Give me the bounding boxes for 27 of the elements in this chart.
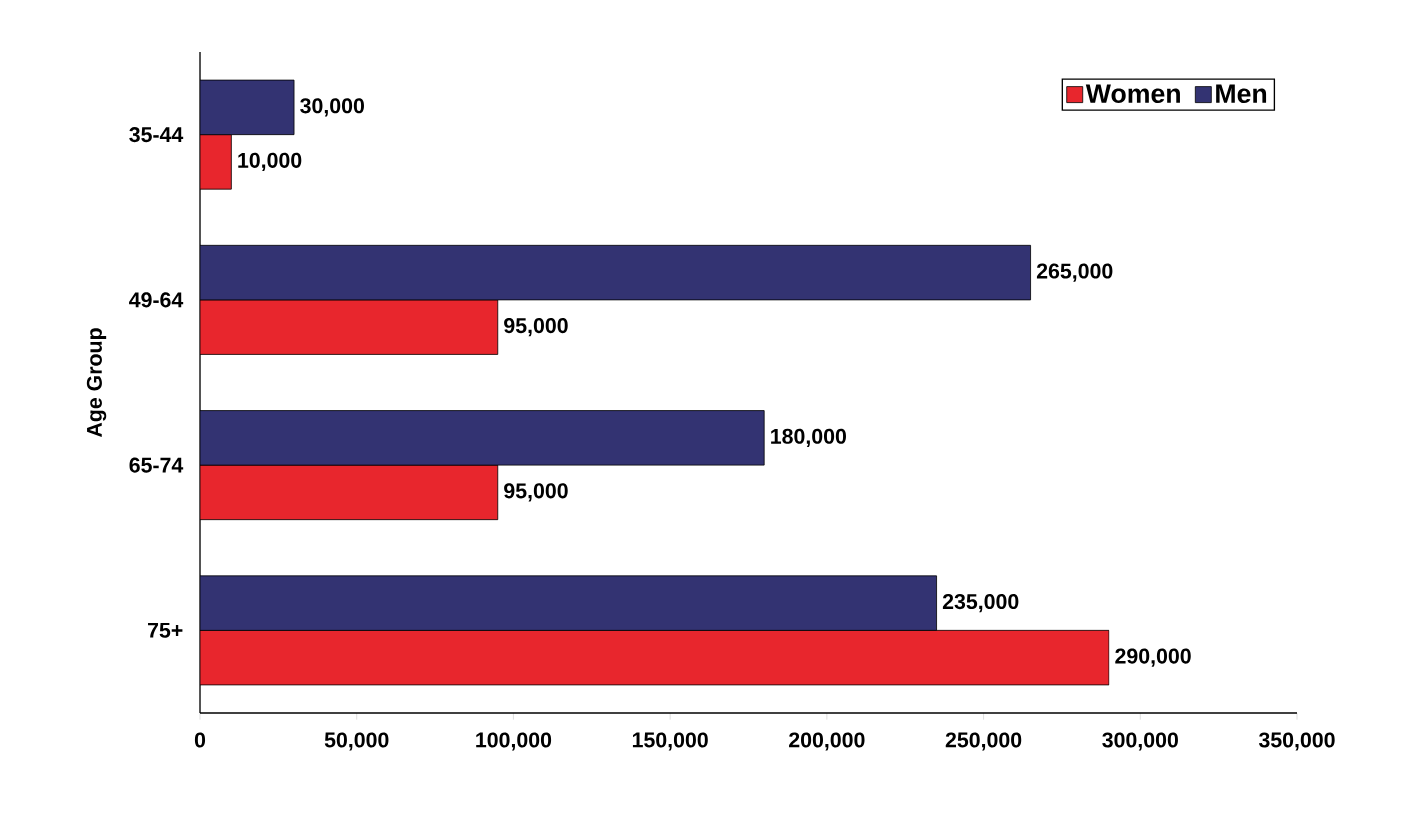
y-tick-label: 35-44 xyxy=(129,127,184,143)
x-tick-label: 300,000 xyxy=(1102,732,1178,751)
x-tick-label: 50,000 xyxy=(324,732,389,751)
data-label: 95,000 xyxy=(504,483,568,502)
y-tick-label: 75+ xyxy=(148,622,183,638)
y-tick-label: 65-74 xyxy=(129,457,184,473)
data-label: 180,000 xyxy=(771,428,846,447)
data-label: 95,000 xyxy=(504,318,568,337)
data-label: 10,000 xyxy=(238,152,302,171)
x-tick-label: 150,000 xyxy=(632,732,708,751)
data-label: 290,000 xyxy=(1115,648,1191,667)
y-tick-label: 49-64 xyxy=(129,292,184,308)
bar xyxy=(200,134,232,190)
y-axis-title: Age Group xyxy=(86,328,107,438)
bar xyxy=(200,464,499,521)
data-label: 30,000 xyxy=(300,98,364,117)
x-tick-label: 250,000 xyxy=(945,732,1022,751)
data-label: 265,000 xyxy=(1036,263,1113,282)
bar xyxy=(200,299,499,355)
legend-label: Women xyxy=(1085,84,1180,104)
x-tick-label: 350,000 xyxy=(1258,732,1335,751)
legend-label: Men xyxy=(1216,84,1267,104)
x-tick-label: 200,000 xyxy=(789,732,865,751)
x-tick-label: 0 xyxy=(194,732,206,748)
bar xyxy=(200,629,1110,686)
data-label: 235,000 xyxy=(942,594,1019,613)
x-tick-label: 100,000 xyxy=(476,732,552,751)
